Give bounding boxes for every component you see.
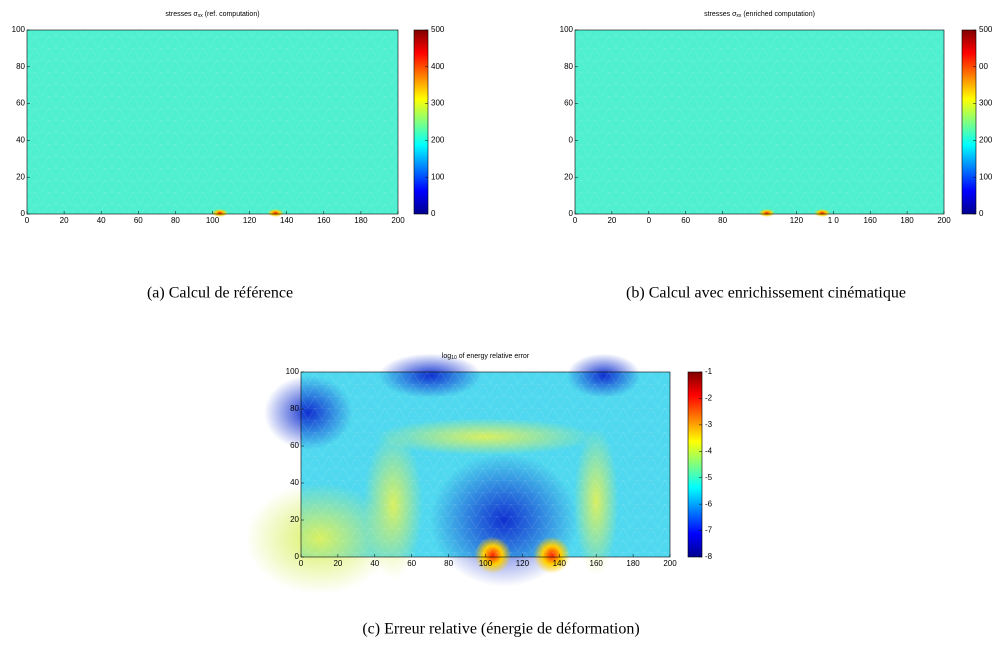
colorbar-tick-label: 00 [979, 62, 988, 71]
x-tick-label: 140 [280, 216, 294, 225]
colorbar-tick-label: 200 [431, 136, 445, 145]
x-tick-label: 120 [790, 216, 804, 225]
y-tick-label: 60 [290, 441, 299, 450]
plot-frame [574, 29, 945, 215]
colorbar-tick-label: -6 [705, 499, 713, 508]
x-tick-label: 0 [573, 216, 578, 225]
x-tick-label: 40 [97, 216, 106, 225]
colorbar-tick-label: 300 [979, 99, 993, 108]
colorbar-tick-label: -3 [705, 420, 713, 429]
caption: (c) Erreur relative (énergie de déformat… [362, 621, 639, 638]
x-tick-label: 0 [299, 559, 304, 568]
x-tick-label: 160 [590, 559, 604, 568]
y-tick-label: 60 [564, 99, 573, 108]
title-subscript: xx [198, 13, 204, 19]
mesh [27, 30, 398, 214]
x-tick-label: 160 [317, 216, 331, 225]
y-tick-label: 20 [290, 515, 299, 524]
x-tick-label: 180 [354, 216, 368, 225]
colorbar-tick-label: -1 [705, 367, 713, 376]
x-tick-label: 20 [333, 559, 342, 568]
x-tick-label: 80 [718, 216, 727, 225]
x-tick-label: 180 [900, 216, 914, 225]
y-tick-label: 0 [21, 209, 26, 218]
colorbar [687, 371, 703, 558]
x-tick-label: 80 [444, 559, 453, 568]
y-tick-label: 80 [564, 62, 573, 71]
x-tick-label: 200 [663, 559, 677, 568]
x-tick-label: 100 [206, 216, 220, 225]
plot-title: stresses σxx (ref. computation) [165, 11, 259, 19]
title-rest: (enriched computation) [741, 11, 815, 18]
title-text: stresses σ [165, 11, 198, 18]
colorbar-tick-label: -7 [705, 526, 713, 535]
x-tick-label: 120 [516, 559, 530, 568]
mesh [301, 372, 670, 557]
title-subscript: 10 [451, 355, 457, 361]
x-tick-label: 80 [171, 216, 180, 225]
y-tick-label: 40 [16, 136, 25, 145]
x-tick-label: 200 [937, 216, 951, 225]
y-tick-label: 100 [12, 25, 26, 34]
mesh [575, 30, 944, 214]
y-tick-label: 80 [290, 404, 299, 413]
colorbar-tick-label: 0 [979, 209, 984, 218]
plot-title: stresses σxx (enriched computation) [704, 11, 815, 19]
colorbar-tick-label: 500 [431, 25, 445, 34]
caption: (a) Calcul de référence [147, 285, 293, 302]
colorbar-tick-label: -4 [705, 446, 713, 455]
colorbar-tick-label: 300 [431, 99, 445, 108]
colorbar-tick-label: 400 [431, 62, 445, 71]
colorbar-tick-label: 200 [979, 136, 993, 145]
x-tick-label: 120 [243, 216, 257, 225]
y-tick-label: 20 [16, 172, 25, 181]
x-tick-label: 20 [60, 216, 69, 225]
colorbar-tick-label: -8 [705, 552, 713, 561]
y-tick-label: 100 [560, 25, 574, 34]
x-tick-label: 0 [25, 216, 30, 225]
title-rest: of energy relative error [457, 353, 530, 360]
y-tick-label: 20 [564, 172, 573, 181]
colorbar-tick-label: -2 [705, 394, 713, 403]
y-tick-label: 40 [290, 478, 299, 487]
x-tick-label: 160 [864, 216, 878, 225]
title-rest: (ref. computation) [203, 11, 260, 18]
colorbar [413, 29, 429, 215]
x-tick-label: 180 [626, 559, 640, 568]
title-text: log [442, 353, 451, 360]
y-tick-label: 80 [16, 62, 25, 71]
y-tick-label: 60 [16, 99, 25, 108]
x-tick-label: 40 [370, 559, 379, 568]
colorbar-tick-label: 100 [979, 172, 993, 181]
y-tick-label: 100 [286, 367, 300, 376]
colorbar-tick-label: 0 [431, 209, 436, 218]
x-tick-label: 60 [407, 559, 416, 568]
colorbar-tick-label: -5 [705, 473, 713, 482]
plot-title: log10 of energy relative error [442, 353, 530, 361]
colorbar-tick-label: 100 [431, 172, 445, 181]
caption: (b) Calcul avec enrichissement cinématiq… [626, 285, 906, 302]
y-tick-label: 0 [569, 136, 574, 145]
x-tick-label: 60 [134, 216, 143, 225]
title-subscript: xx [736, 13, 742, 19]
x-tick-label: 1 0 [828, 216, 840, 225]
y-tick-label: 0 [295, 552, 300, 561]
title-text: stresses σ [704, 11, 737, 18]
x-tick-label: 20 [607, 216, 616, 225]
y-tick-label: 0 [569, 209, 574, 218]
x-tick-label: 200 [391, 216, 405, 225]
x-tick-label: 0 [647, 216, 652, 225]
x-tick-label: 60 [681, 216, 690, 225]
x-tick-label: 140 [553, 559, 567, 568]
colorbar-tick-label: 500 [979, 25, 993, 34]
x-tick-label: 100 [479, 559, 493, 568]
colorbar [961, 29, 977, 215]
